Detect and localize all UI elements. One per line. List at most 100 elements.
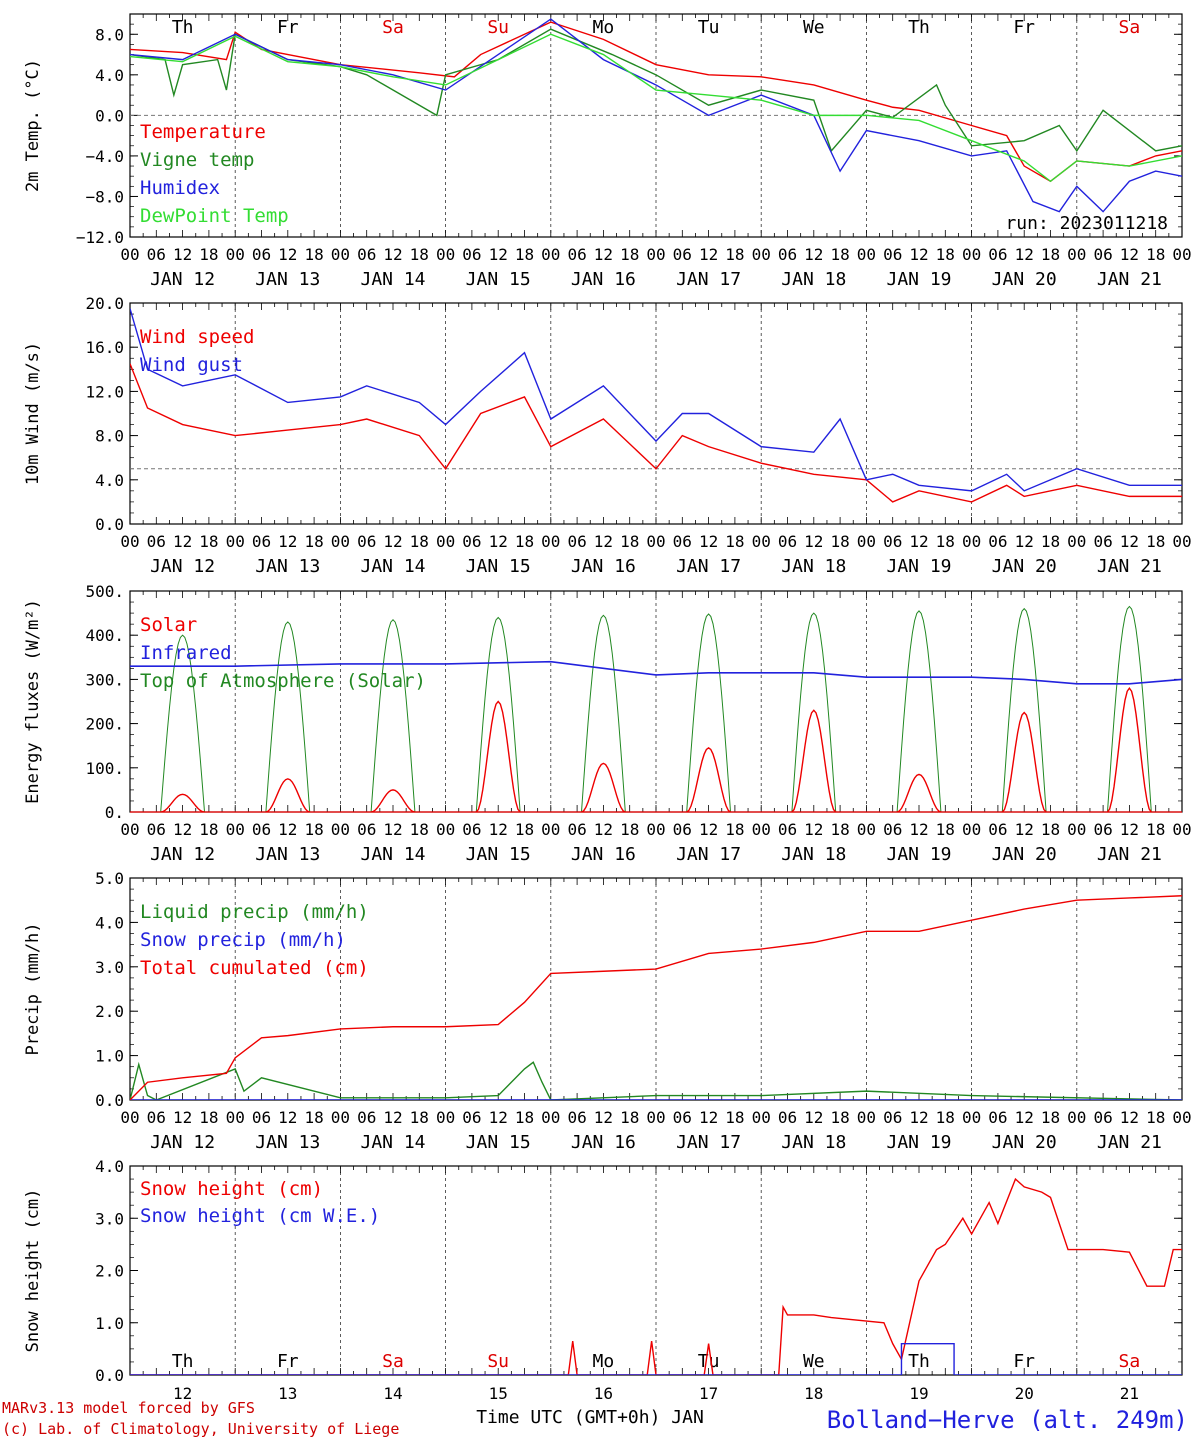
y-tick-label: 20.0 [85,294,124,313]
date-label: JAN 12 [150,844,215,865]
weekday-label: Fr [1013,1351,1035,1372]
toa-curve [791,612,837,812]
hour-label: 00 [541,245,560,264]
solar-curve [160,793,205,812]
weekday-label: Su [487,1351,509,1372]
hour-label: 00 [752,532,771,551]
hour-label: 00 [1067,1108,1086,1127]
hour-label: 06 [673,1108,692,1127]
hour-label: 12 [1015,820,1034,839]
hour-label: 06 [567,820,586,839]
hour-label: 18 [199,820,218,839]
toa-curve [1001,607,1047,812]
hour-label: 12 [909,820,928,839]
hour-label: 18 [515,245,534,264]
hour-label: 00 [646,532,665,551]
hour-label: 06 [883,532,902,551]
hour-label: 00 [646,245,665,264]
hour-label: 12 [489,532,508,551]
hour-label: 00 [120,532,139,551]
date-label: JAN 16 [571,556,636,577]
y-tick-label: 1.0 [95,1314,124,1333]
toa-curve [686,613,732,812]
hour-label: 06 [778,532,797,551]
hour-label: 00 [1172,820,1191,839]
hour-label: 12 [383,532,402,551]
weekday-label: Su [487,17,509,38]
hour-label: 18 [410,245,429,264]
date-label: JAN 19 [886,844,951,865]
hour-label: 18 [1146,245,1165,264]
hour-label: 06 [883,245,902,264]
y-tick-label: 200. [85,715,124,734]
hour-label: 00 [857,532,876,551]
date-label: JAN 21 [1097,1132,1162,1153]
hour-label: 12 [173,245,192,264]
legend-entry: Humidex [140,177,220,199]
date-label: JAN 20 [992,1132,1057,1153]
panel-temp: 8.0 4.0 0.0 −4.0 −8.0 −12.0 2m Temp. (°C) 00 06 1… [23,13,1192,290]
hour-label: 00 [331,820,350,839]
date-label: JAN 18 [781,844,846,865]
hour-label: 18 [936,1108,955,1127]
y-tick-label: 100. [85,759,124,778]
y-axis-label: Precip (mm/h) [23,922,43,1055]
date-label: JAN 13 [255,844,320,865]
toa-curve [1106,605,1152,812]
hour-label: 18 [410,532,429,551]
hour-label: 00 [541,1108,560,1127]
hour-label: 00 [120,1108,139,1127]
date-label: JAN 16 [571,269,636,290]
hour-label: 06 [883,1108,902,1127]
hour-label: 18 [199,1108,218,1127]
date-label: JAN 15 [466,556,531,577]
toa-curve [475,616,521,812]
date-label: JAN 14 [360,269,425,290]
series-line-1 [130,308,1182,492]
y-tick-label: −8.0 [85,187,124,206]
y-tick-label: 3.0 [95,958,124,977]
hour-label: 06 [883,820,902,839]
hour-label: 18 [515,532,534,551]
hour-label: 12 [489,820,508,839]
date-label: 15 [489,1384,508,1403]
hour-label: 06 [778,1108,797,1127]
hour-label: 18 [410,1108,429,1127]
y-tick-label: 4.0 [95,66,124,85]
y-tick-label: 0.0 [95,515,124,534]
hour-label: 12 [1120,532,1139,551]
panel-precip: 5.0 4.0 3.0 2.0 1.0 0.0 Precip (mm/h) 00 06 12 18 0… [23,869,1192,1153]
hour-label: 06 [462,1108,481,1127]
hour-label: 18 [830,1108,849,1127]
series-line-0 [130,363,1182,503]
hour-label: 06 [462,820,481,839]
hour-label: 06 [147,245,166,264]
legend-entry: Top of Atmosphere (Solar) [140,670,426,692]
y-tick-label: 8.0 [95,427,124,446]
solar-curve [791,709,837,812]
series-line-2 [130,895,1182,1100]
date-label: JAN 16 [571,1132,636,1153]
copyright: (c) Lab. of Climatology, University of L… [2,1420,399,1438]
y-tick-label: 16.0 [85,338,124,357]
hour-label: 00 [752,820,771,839]
hour-label: 18 [304,1108,323,1127]
hour-label: 18 [515,820,534,839]
hour-label: 12 [909,245,928,264]
hour-label: 12 [1015,245,1034,264]
legend-entry: Liquid precip (mm/h) [140,901,369,923]
y-tick-label: 400. [85,626,124,645]
hour-label: 00 [857,245,876,264]
date-label: JAN 20 [992,556,1057,577]
date-label: JAN 21 [1097,556,1162,577]
date-label: JAN 21 [1097,844,1162,865]
hour-label: 06 [778,820,797,839]
hour-label: 06 [357,532,376,551]
hour-label: 00 [436,245,455,264]
hour-label: 06 [252,532,271,551]
hour-label: 00 [646,820,665,839]
date-label: JAN 13 [255,1132,320,1153]
y-tick-label: 1.0 [95,1047,124,1066]
y-tick-label: 0.0 [95,1366,124,1385]
weekday-label: Tu [698,1351,720,1372]
